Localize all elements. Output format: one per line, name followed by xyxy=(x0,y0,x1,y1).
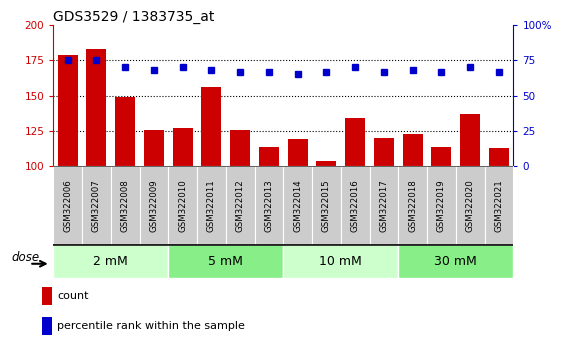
Bar xyxy=(201,87,222,166)
Bar xyxy=(255,166,283,244)
Bar xyxy=(398,166,427,244)
Text: percentile rank within the sample: percentile rank within the sample xyxy=(57,321,245,331)
Text: GSM322016: GSM322016 xyxy=(351,179,360,232)
Text: 2 mM: 2 mM xyxy=(94,255,128,268)
Bar xyxy=(288,139,308,166)
Bar xyxy=(431,147,452,166)
Text: GSM322013: GSM322013 xyxy=(264,179,273,232)
Bar xyxy=(370,166,398,244)
Bar xyxy=(283,244,398,278)
Text: GSM322011: GSM322011 xyxy=(207,179,216,232)
Bar xyxy=(312,166,341,244)
Text: GSM322017: GSM322017 xyxy=(379,179,388,232)
Bar xyxy=(197,166,226,244)
Bar xyxy=(82,166,111,244)
Text: GSM322009: GSM322009 xyxy=(149,179,158,232)
Text: GSM322014: GSM322014 xyxy=(293,179,302,232)
Bar xyxy=(111,166,140,244)
Bar xyxy=(115,97,135,166)
Bar xyxy=(168,166,197,244)
Bar xyxy=(403,134,423,166)
Text: GSM322008: GSM322008 xyxy=(121,179,130,232)
Bar xyxy=(140,166,168,244)
Bar xyxy=(460,114,480,166)
Bar xyxy=(168,244,283,278)
Text: 10 mM: 10 mM xyxy=(319,255,362,268)
Bar xyxy=(427,166,456,244)
Bar xyxy=(58,55,78,166)
Text: GSM322006: GSM322006 xyxy=(63,179,72,232)
Bar xyxy=(86,49,107,166)
Text: GSM322020: GSM322020 xyxy=(466,179,475,232)
Bar xyxy=(42,287,52,305)
Bar xyxy=(345,118,365,166)
Bar xyxy=(456,166,485,244)
Bar xyxy=(259,147,279,166)
Bar xyxy=(53,244,168,278)
Bar xyxy=(283,166,312,244)
Bar xyxy=(374,138,394,166)
Bar xyxy=(42,318,52,335)
Bar xyxy=(226,166,255,244)
Bar xyxy=(341,166,370,244)
Bar xyxy=(489,148,509,166)
Bar xyxy=(173,128,193,166)
Text: GDS3529 / 1383735_at: GDS3529 / 1383735_at xyxy=(53,10,215,24)
Bar xyxy=(53,166,82,244)
Text: 5 mM: 5 mM xyxy=(208,255,243,268)
Bar xyxy=(144,130,164,166)
Text: GSM322007: GSM322007 xyxy=(92,179,101,232)
Text: GSM322019: GSM322019 xyxy=(437,179,446,232)
Text: 30 mM: 30 mM xyxy=(434,255,477,268)
Text: count: count xyxy=(57,291,89,301)
Bar xyxy=(230,130,250,166)
Text: GSM322015: GSM322015 xyxy=(322,179,331,232)
Bar xyxy=(316,161,337,166)
Bar xyxy=(398,244,513,278)
Text: GSM322018: GSM322018 xyxy=(408,179,417,232)
Text: GSM322012: GSM322012 xyxy=(236,179,245,232)
Text: GSM322021: GSM322021 xyxy=(494,179,503,232)
Bar xyxy=(485,166,513,244)
Text: dose: dose xyxy=(12,251,40,264)
Text: GSM322010: GSM322010 xyxy=(178,179,187,232)
